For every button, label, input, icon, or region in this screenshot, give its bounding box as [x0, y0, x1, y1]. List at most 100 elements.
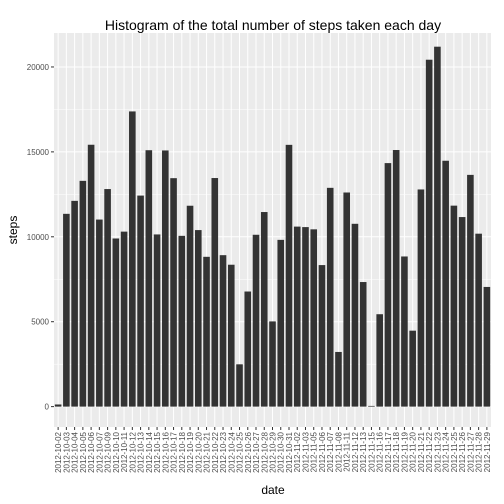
y-tick-label: 10000 [27, 233, 50, 242]
x-tick-label: 2012-11-11 [343, 431, 352, 471]
x-tick-label: 2012-10-28 [260, 431, 269, 472]
bar [63, 213, 70, 407]
x-tick-label: 2012-10-25 [236, 431, 245, 472]
x-tick-label: 2012-10-11 [120, 431, 129, 472]
x-tick-label: 2012-11-08 [334, 431, 343, 472]
bar [211, 178, 219, 407]
bar [409, 330, 416, 407]
x-tick-label: 2012-10-05 [79, 431, 88, 472]
bar [368, 405, 375, 407]
bar [450, 205, 458, 407]
y-tick-label: 0 [45, 403, 50, 412]
bar [162, 150, 169, 407]
x-tick-label: 2012-10-07 [95, 431, 104, 472]
bar [343, 192, 351, 407]
x-tick-label: 2012-10-15 [153, 431, 162, 472]
x-tick-label: 2012-10-04 [71, 431, 80, 472]
x-tick-label: 2012-10-26 [244, 431, 253, 472]
x-tick-label: 2012-11-13 [359, 431, 368, 472]
bar [252, 234, 260, 407]
x-axis-label: date [261, 483, 285, 497]
bar [112, 238, 120, 407]
x-tick-label: 2012-11-22 [425, 431, 434, 472]
bar [318, 265, 326, 407]
x-tick-label: 2012-11-28 [475, 431, 484, 472]
x-tick-label: 2012-10-27 [252, 431, 261, 472]
x-tick-label: 2012-10-12 [128, 431, 137, 472]
x-tick-label: 2012-11-16 [376, 431, 385, 472]
x-tick-label: 2012-11-07 [326, 431, 335, 472]
x-tick-label: 2012-11-20 [409, 431, 418, 472]
bars [54, 46, 491, 407]
bar [467, 174, 474, 407]
x-tick-label: 2012-10-06 [87, 431, 96, 472]
x-tick-label: 2012-11-23 [433, 431, 442, 472]
x-tick-label: 2012-11-24 [442, 431, 451, 472]
bar [260, 212, 268, 407]
x-tick-label: 2012-10-29 [269, 431, 278, 472]
x-tick-label: 2012-10-18 [178, 431, 187, 472]
x-tick-label: 2012-11-21 [417, 431, 426, 472]
bar [145, 150, 153, 407]
y-tick-label: 5000 [31, 318, 49, 327]
x-tick-label: 2012-10-13 [137, 431, 146, 472]
bar [376, 314, 383, 407]
y-axis-label: steps [6, 216, 20, 245]
x-tick-label: 2012-11-18 [392, 431, 401, 472]
y-tick-label: 15000 [27, 148, 50, 157]
x-tick-label: 2012-10-20 [194, 431, 203, 472]
bar [153, 234, 161, 407]
x-tick-label: 2012-11-05 [310, 431, 319, 472]
x-tick-label: 2012-11-26 [458, 431, 467, 472]
x-tick-label: 2012-10-16 [161, 431, 170, 472]
bar [71, 200, 78, 407]
bar [104, 189, 111, 407]
bar [425, 59, 433, 407]
x-tick-label: 2012-10-24 [227, 431, 236, 472]
x-tick-label: 2012-11-03 [301, 431, 310, 472]
bar [236, 364, 243, 407]
x-tick-label: 2012-10-23 [219, 431, 228, 472]
x-tick-label: 2012-11-06 [318, 431, 327, 472]
y-axis-ticks: 0 5000 10000 15000 20000 [27, 63, 54, 412]
bar [203, 256, 210, 407]
chart-title: Histogram of the total number of steps t… [105, 17, 441, 33]
x-tick-label: 2012-11-02 [293, 431, 302, 472]
x-tick-label: 2012-10-10 [112, 431, 121, 472]
bar [170, 178, 177, 407]
bar [351, 223, 359, 407]
x-tick-label: 2012-11-17 [384, 431, 393, 472]
bar [269, 321, 276, 407]
bar [178, 235, 186, 407]
bar [137, 195, 144, 407]
bar [120, 231, 128, 407]
x-tick-label: 2012-10-03 [62, 431, 71, 472]
x-tick-label: 2012-10-02 [54, 431, 63, 472]
bar [87, 144, 95, 407]
x-tick-label: 2012-10-21 [203, 431, 212, 472]
bar [227, 264, 235, 407]
bar [401, 256, 408, 407]
bar [392, 150, 400, 407]
x-tick-label: 2012-10-22 [211, 431, 220, 472]
x-tick-label: 2012-11-29 [483, 431, 492, 472]
bar [79, 180, 87, 407]
bar [310, 229, 318, 407]
bar [483, 286, 491, 407]
bar [219, 255, 227, 407]
bar [326, 187, 334, 407]
bar [293, 226, 301, 407]
bar [129, 111, 136, 407]
bar [54, 404, 62, 407]
bar [277, 239, 285, 407]
bar [194, 230, 202, 407]
bar [434, 46, 441, 407]
x-tick-label: 2012-10-31 [285, 431, 294, 472]
bar [475, 233, 482, 407]
x-axis-ticks: 2012-10-02 2012-10-03 2012-10-04 2012-10-05… [54, 427, 492, 473]
bar [359, 282, 367, 407]
x-tick-label: 2012-10-19 [186, 431, 195, 472]
x-tick-label: 2012-11-12 [351, 431, 360, 472]
x-tick-label: 2012-10-14 [145, 431, 154, 472]
